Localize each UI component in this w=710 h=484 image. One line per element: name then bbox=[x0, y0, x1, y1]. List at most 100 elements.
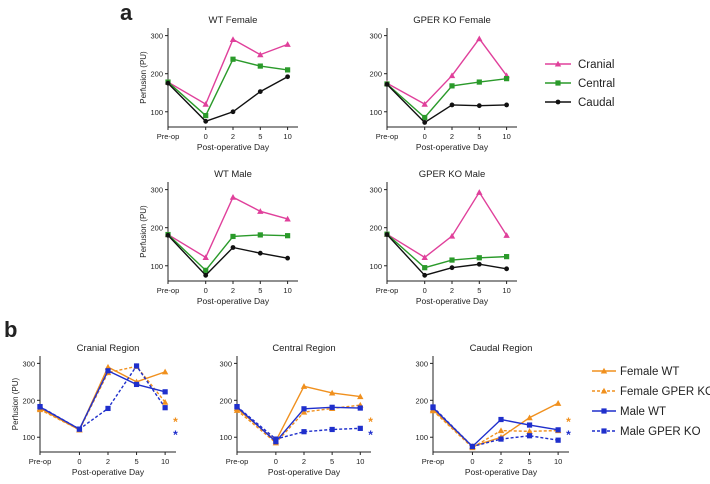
series-caudal bbox=[384, 232, 509, 278]
x-tick-label: 2 bbox=[499, 457, 503, 466]
data-point bbox=[285, 67, 291, 73]
series-central bbox=[165, 56, 291, 119]
data-point bbox=[422, 272, 428, 278]
x-tick-label: 10 bbox=[554, 457, 562, 466]
data-point bbox=[497, 427, 505, 434]
data-point bbox=[430, 404, 436, 410]
data-point bbox=[230, 233, 236, 240]
data-point bbox=[133, 363, 140, 369]
x-axis-label: Post-operative Day bbox=[416, 296, 489, 306]
data-point bbox=[498, 436, 504, 442]
data-point bbox=[384, 232, 390, 237]
data-point bbox=[329, 426, 335, 433]
series-female-wt bbox=[233, 383, 364, 444]
y-tick-label: 200 bbox=[415, 396, 428, 405]
chart-caudal-region: Caudal Region 100 200 300 Pre-op 0 2 5 10 Post-op… bbox=[415, 343, 571, 477]
data-point bbox=[328, 389, 336, 396]
data-point bbox=[429, 407, 437, 414]
data-point bbox=[357, 425, 363, 431]
data-point bbox=[202, 100, 209, 107]
legend-b-item: Female GPER KO bbox=[592, 386, 710, 398]
data-point bbox=[203, 272, 209, 278]
data-point bbox=[421, 254, 428, 260]
data-point bbox=[203, 267, 209, 273]
data-point bbox=[165, 80, 171, 86]
series-line bbox=[386, 37, 508, 106]
series-male-gper-ko bbox=[37, 363, 168, 432]
data-point bbox=[449, 102, 455, 108]
significance-marker: * bbox=[566, 415, 571, 429]
x-tick-label: 5 bbox=[258, 286, 262, 295]
y-tick-label: 200 bbox=[219, 396, 232, 405]
x-tick-label: Pre-op bbox=[29, 457, 52, 466]
legend-label: Female WT bbox=[620, 366, 679, 378]
series-line bbox=[39, 366, 166, 431]
x-tick-label: 2 bbox=[450, 132, 454, 141]
series-central bbox=[384, 231, 510, 271]
series-caudal bbox=[165, 232, 290, 278]
chart-title: GPER KO Male bbox=[419, 169, 486, 180]
data-point bbox=[526, 422, 533, 428]
chart-gper-ko-male: GPER KO Male 100 200 300 Pre-op 0 2 5 10 Post-ope… bbox=[369, 169, 517, 306]
series-line bbox=[39, 365, 166, 431]
x-axis-label: Post-operative Day bbox=[197, 296, 270, 306]
y-tick-label: 300 bbox=[150, 32, 163, 41]
x-tick-label: 10 bbox=[502, 132, 510, 141]
legend-b-item: Male GPER KO bbox=[592, 426, 701, 438]
data-point bbox=[555, 437, 561, 443]
significance-marker: * bbox=[173, 415, 178, 429]
data-point bbox=[448, 72, 456, 79]
y-tick-label: 200 bbox=[369, 224, 382, 233]
data-point bbox=[257, 51, 264, 58]
series-line bbox=[432, 410, 559, 449]
chart-gper-ko-female: GPER KO Female 100 200 300 Pre-op 0 2 5 10 Post-o… bbox=[369, 15, 517, 152]
x-tick-label: 0 bbox=[204, 286, 208, 295]
series-line bbox=[167, 234, 288, 277]
data-point bbox=[162, 405, 168, 411]
data-point bbox=[230, 56, 236, 62]
data-point bbox=[422, 265, 428, 271]
legend-b-item: Female WT bbox=[592, 366, 679, 378]
series-line bbox=[167, 196, 288, 259]
x-tick-label: 2 bbox=[106, 457, 110, 466]
x-tick-label: 5 bbox=[134, 457, 138, 466]
data-point bbox=[284, 215, 291, 222]
chart-title: Cranial Region bbox=[77, 343, 140, 354]
data-point bbox=[37, 403, 43, 410]
x-tick-label: 0 bbox=[423, 132, 427, 141]
x-tick-label: 10 bbox=[161, 457, 169, 466]
data-point bbox=[229, 194, 237, 200]
data-point bbox=[285, 233, 291, 239]
data-point bbox=[476, 79, 482, 85]
data-point bbox=[202, 254, 209, 260]
legend-label: Cranial bbox=[578, 59, 614, 71]
data-point bbox=[476, 261, 482, 267]
legend-label: Male WT bbox=[620, 406, 666, 418]
series-line bbox=[236, 406, 361, 443]
data-point bbox=[165, 232, 171, 238]
panel-label-a: a bbox=[120, 0, 133, 25]
data-point bbox=[300, 408, 308, 415]
data-point bbox=[476, 35, 483, 42]
significance-marker: * bbox=[566, 428, 571, 442]
data-point bbox=[161, 368, 169, 375]
data-point bbox=[469, 443, 476, 450]
data-point bbox=[257, 63, 263, 69]
x-tick-label: 10 bbox=[283, 132, 291, 141]
data-point bbox=[476, 103, 482, 109]
data-point bbox=[449, 265, 455, 271]
legend-b: Female WT Female GPER KO Male WT Male GPER … bbox=[592, 366, 710, 438]
x-tick-label: 2 bbox=[302, 457, 306, 466]
x-tick-label: 5 bbox=[330, 457, 334, 466]
series-cranial bbox=[383, 189, 510, 260]
series-male-gper-ko bbox=[234, 403, 363, 442]
data-point bbox=[504, 76, 510, 82]
data-point bbox=[230, 245, 236, 250]
y-tick-label: 300 bbox=[150, 186, 163, 195]
y-tick-label: 100 bbox=[150, 108, 163, 117]
data-point bbox=[285, 74, 290, 80]
series-line bbox=[386, 83, 507, 124]
x-axis-label: Post-operative Day bbox=[416, 142, 489, 152]
series-line bbox=[236, 385, 361, 443]
x-tick-label: 10 bbox=[283, 286, 291, 295]
